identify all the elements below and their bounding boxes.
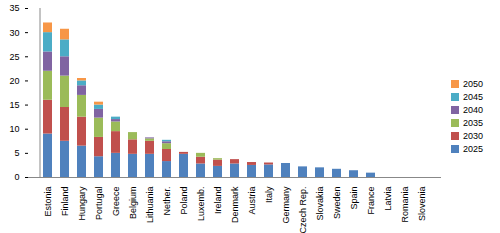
svg-text:Germany: Germany [281,186,291,224]
svg-text:0: 0 [14,172,19,182]
html-text:2025: 2025 [463,144,483,154]
svg-text:Austria: Austria [247,187,257,215]
svg-text:Slovenia: Slovenia [417,187,427,222]
html-text:2045: 2045 [463,92,483,102]
html-text:2050: 2050 [463,79,483,89]
svg-text:Estonia: Estonia [43,187,53,217]
svg-text:20: 20 [9,76,19,86]
html-text:2030: 2030 [463,131,483,141]
svg-text:Italy: Italy [264,186,274,203]
svg-text:Lithuania: Lithuania [145,187,155,224]
svg-text:Romania: Romania [400,187,410,223]
svg-text:25: 25 [9,52,19,62]
svg-text:Finland: Finland [60,187,70,217]
svg-text:Belgium: Belgium [128,187,138,220]
svg-text:5: 5 [14,148,19,158]
svg-text:10: 10 [9,124,19,134]
svg-text:Slovakia: Slovakia [315,187,325,221]
svg-text:Sweden: Sweden [332,187,342,220]
svg-text:France: France [366,187,376,215]
html-text:2035: 2035 [463,118,483,128]
html-text:2040: 2040 [463,105,483,115]
svg-text:15: 15 [9,100,19,110]
svg-text:Hungary: Hungary [77,186,87,221]
svg-text:Denmark: Denmark [230,186,240,223]
svg-text:Portugal: Portugal [94,187,104,221]
svg-text:30: 30 [9,28,19,38]
svg-text:Ireland: Ireland [213,187,223,215]
svg-text:Poland: Poland [179,187,189,215]
svg-text:Greece: Greece [111,187,121,217]
svg-text:Czech Rep.: Czech Rep. [298,187,308,233]
svg-text:Luxemb.: Luxemb. [196,187,206,222]
svg-text:Nether.: Nether. [162,187,172,216]
svg-text:Latvia: Latvia [383,187,393,211]
svg-text:Spain: Spain [349,187,359,210]
svg-text:35: 35 [9,3,19,13]
